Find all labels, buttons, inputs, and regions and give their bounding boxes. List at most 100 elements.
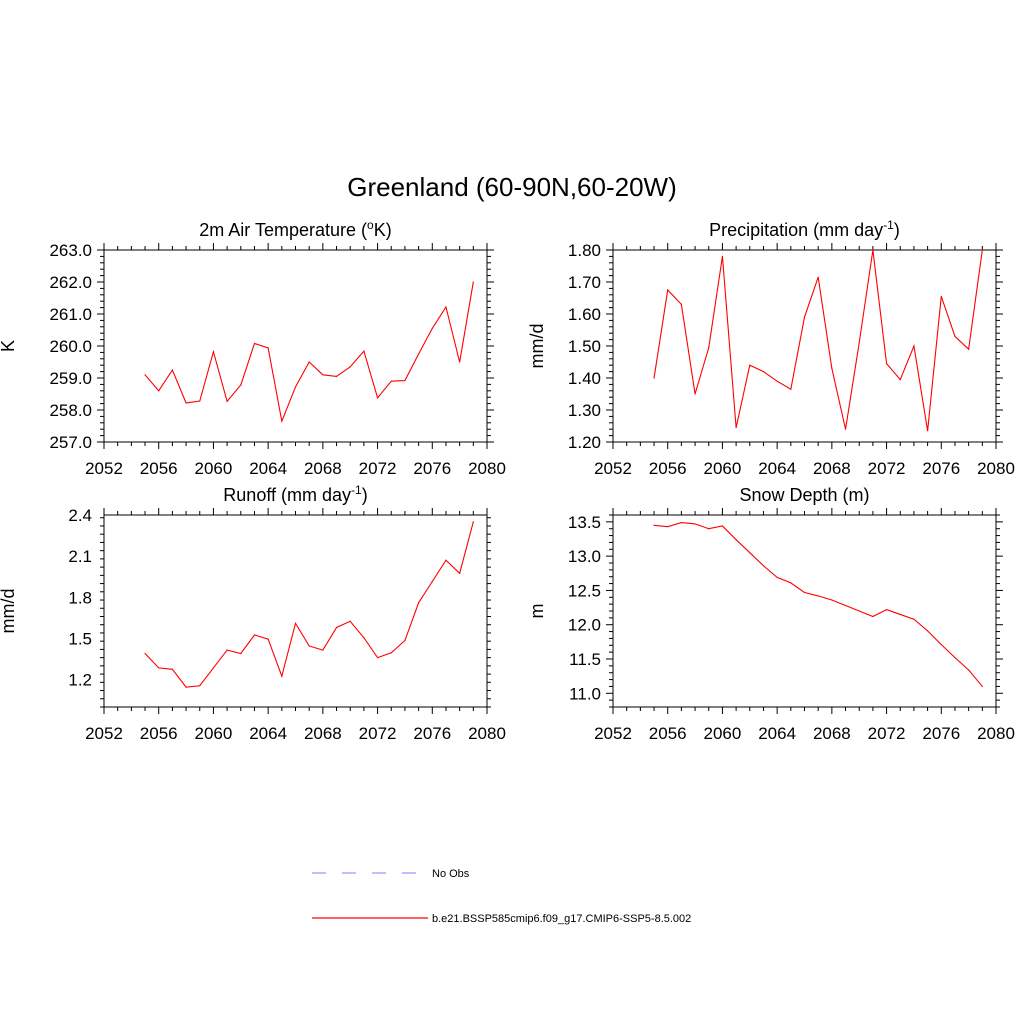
snow-depth-data-point — [913, 618, 915, 620]
snow-depth-data-point — [708, 528, 710, 530]
snow-depth-data-point — [653, 524, 655, 526]
precipitation-x-tick-label: 2080 — [977, 459, 1015, 478]
precipitation-data-point — [968, 348, 970, 350]
snow-depth-data-point — [968, 669, 970, 671]
air-temperature-data-point — [349, 366, 351, 368]
air-temperature-data-point — [294, 386, 297, 388]
precipitation-y-tick-label: 1.50 — [568, 337, 601, 356]
legend: No Obs b.e21.BSSP585cmip6.f09_g17.CMIP6-… — [312, 868, 691, 925]
precipitation-data-point — [927, 430, 929, 432]
snow-depth-x-tick-label: 2072 — [868, 724, 906, 743]
snow-depth-y-axis-label: m — [527, 604, 547, 619]
precipitation-data-point — [735, 427, 737, 429]
air-temperature-data-point — [281, 420, 283, 422]
runoff-data-point — [390, 652, 392, 654]
snow-depth-data-point — [940, 644, 942, 646]
precipitation-x-tick-label: 2052 — [594, 459, 632, 478]
runoff-x-tick-label: 2080 — [468, 724, 506, 743]
air-temperature-y-tick-label: 259.0 — [49, 369, 92, 388]
runoff-data-point — [294, 622, 297, 624]
air-temperature-x-tick-label: 2060 — [195, 459, 233, 478]
runoff-data-point — [335, 626, 338, 629]
precipitation-data-point — [776, 380, 778, 382]
precipitation-y-tick-label: 1.40 — [568, 369, 601, 388]
precipitation-data-point — [708, 347, 710, 349]
snow-depth-panel-title: Snow Depth (m) — [739, 485, 869, 505]
precipitation-data-point — [694, 393, 696, 395]
runoff-x-tick-label: 2060 — [195, 724, 233, 743]
snow-depth-data-point — [803, 591, 806, 594]
snow-depth-y-tick-label: 11.5 — [569, 650, 601, 669]
snow-depth-data-point — [790, 582, 792, 584]
air-temperature-plot-frame — [103, 249, 488, 443]
runoff-data-point — [322, 649, 324, 651]
runoff-x-tick-label: 2056 — [140, 724, 178, 743]
snow-depth-data-point — [680, 521, 682, 524]
air-temperature-data-point — [253, 342, 256, 345]
runoff-data-point — [363, 637, 365, 639]
runoff-y-tick-label: 1.2 — [68, 671, 92, 690]
runoff-data-point — [281, 675, 283, 677]
air-temperature-data-point — [472, 281, 474, 283]
runoff-y-tick-label: 2.4 — [68, 506, 92, 525]
snow-depth-y-tick-label: 12.0 — [568, 616, 601, 635]
air-temperature-y-tick-label: 257.0 — [49, 433, 92, 452]
precipitation-title-main: Precipitation (mm day — [709, 220, 883, 240]
runoff-x-tick-label: 2052 — [85, 724, 123, 743]
snow-depth-x-tick-label: 2056 — [649, 724, 687, 743]
snow-depth-x-tick-label: 2080 — [977, 724, 1015, 743]
runoff-data-point — [472, 521, 474, 523]
precipitation-data-point — [749, 364, 751, 366]
precipitation-panel: 2052 2056 2060 2064 2068 2072 2076 2080 1.20 1.30… — [527, 218, 1015, 478]
snow-depth-data-point — [694, 523, 696, 525]
precipitation-x-tick-label: 2064 — [758, 459, 796, 478]
runoff-x-tick-label: 2076 — [413, 724, 451, 743]
snow-depth-y-tick-label: 13.5 — [568, 513, 601, 532]
air-temperature-data-point — [158, 390, 160, 392]
snow-depth-data-point — [885, 609, 888, 611]
snow-depth-data-point — [749, 552, 751, 554]
precipitation-data-point — [940, 295, 942, 297]
snow-depth-x-tick-label: 2060 — [704, 724, 742, 743]
air-temperature-title-main: 2m Air Temperature ( — [199, 220, 367, 240]
air-temperature-data-point — [308, 361, 310, 363]
precipitation-data-point — [653, 377, 655, 379]
air-temperature-data-point — [404, 379, 406, 382]
runoff-data-point — [171, 668, 173, 670]
precipitation-x-tick-label: 2072 — [868, 459, 906, 478]
snow-depth-panel: 2052 2056 2060 2064 2068 2072 2076 2080 11.0 11.5… — [527, 485, 1015, 743]
air-temperature-data-point — [335, 375, 338, 377]
runoff-data-point — [185, 686, 187, 688]
figure-title: Greenland (60-90N,60-20W) — [347, 172, 677, 202]
air-temperature-x-tick-label: 2056 — [140, 459, 178, 478]
snow-depth-y-tick-label: 13.0 — [568, 547, 601, 566]
runoff-data-point — [212, 667, 215, 669]
air-temperature-data-point — [171, 369, 173, 371]
air-temperature-data-point — [322, 374, 324, 376]
snow-depth-x-tick-label: 2076 — [922, 724, 960, 743]
precipitation-data-point — [899, 379, 901, 381]
runoff-data-point — [418, 602, 420, 604]
snow-depth-title-main: Snow Depth (m) — [739, 485, 869, 505]
snow-depth-data-point — [954, 657, 956, 659]
snow-depth-plot-frame — [612, 514, 997, 708]
precipitation-data-point — [981, 249, 983, 251]
air-temperature-data-point — [212, 351, 215, 353]
air-temperature-data-point — [459, 361, 461, 363]
precipitation-data-point — [803, 316, 806, 318]
runoff-series-line — [144, 521, 474, 688]
air-temperature-x-tick-label: 2076 — [413, 459, 451, 478]
snow-depth-data-point — [858, 610, 860, 612]
runoff-data-point — [404, 639, 406, 642]
legend-obs-label: No Obs — [432, 868, 470, 880]
precipitation-data-point — [667, 289, 669, 291]
runoff-data-point — [226, 649, 228, 651]
legend-model-label: b.e21.BSSP585cmip6.f09_g17.CMIP6-SSP5-8.… — [432, 913, 691, 925]
precipitation-y-tick-label: 1.70 — [568, 273, 601, 292]
air-temperature-data-point — [226, 400, 228, 402]
precipitation-data-point — [721, 255, 724, 257]
runoff-x-tick-label: 2068 — [304, 724, 342, 743]
air-temperature-x-tick-label: 2080 — [468, 459, 506, 478]
snow-depth-y-tick-label: 12.5 — [568, 581, 601, 600]
snow-depth-series-line — [653, 521, 983, 687]
